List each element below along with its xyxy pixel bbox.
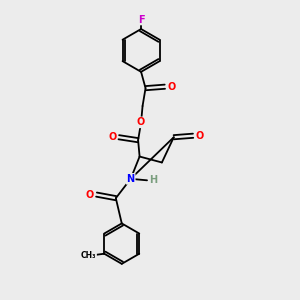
Text: O: O [137, 117, 145, 128]
Text: F: F [138, 14, 144, 25]
Text: O: O [167, 82, 175, 92]
Text: H: H [149, 175, 158, 185]
Text: O: O [108, 132, 116, 142]
Text: O: O [196, 131, 204, 141]
Text: N: N [127, 174, 135, 184]
Text: O: O [86, 190, 94, 200]
Text: CH₃: CH₃ [81, 251, 96, 260]
